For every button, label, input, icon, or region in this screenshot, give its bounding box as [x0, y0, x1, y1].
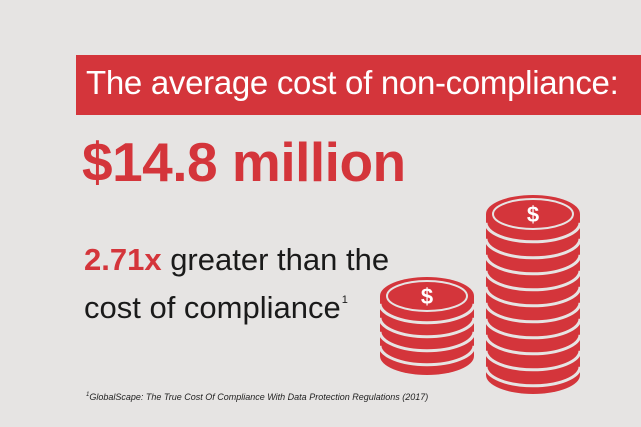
- dollar-sign-icon: $: [421, 284, 433, 309]
- comparison-text: 2.71x greater than the cost of complianc…: [84, 240, 389, 328]
- cost-figure: $14.8 million: [82, 131, 406, 193]
- coin-stack-icon: $: [378, 277, 476, 375]
- headline-banner: The average cost of non-compliance:: [76, 55, 641, 115]
- comparison-line-1: 2.71x greater than the: [84, 240, 389, 280]
- footnote-marker: 1: [86, 392, 90, 398]
- comparison-line-2: cost of compliance1: [84, 280, 389, 328]
- banner-title: The average cost of non-compliance:: [86, 64, 619, 101]
- comparison-line-2-text: cost of compliance: [84, 290, 341, 325]
- footnote-reference: 1: [341, 294, 348, 306]
- footnote-text: GlobalScape: The True Cost Of Compliance…: [89, 392, 429, 402]
- footnote: 1GlobalScape: The True Cost Of Complianc…: [86, 392, 428, 402]
- dollar-sign-icon: $: [527, 202, 539, 227]
- comparison-line-1-rest: greater than the: [161, 242, 390, 277]
- multiplier-value: 2.71x: [84, 242, 162, 277]
- coin-stack-icon: $: [484, 195, 582, 394]
